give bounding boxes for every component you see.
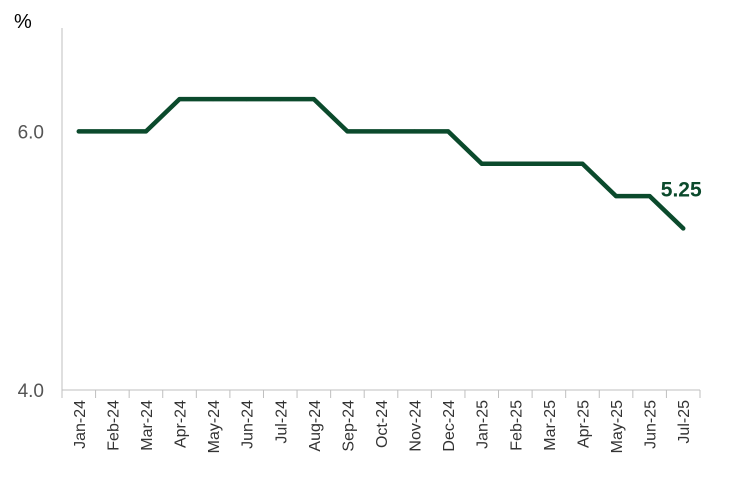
y-tick-label: 4.0 [18,381,44,402]
series-layer [76,96,686,231]
x-tick-marks [61,390,701,398]
x-tick-label: Jul-25 [676,400,693,444]
x-tick-label: Jun-24 [240,400,257,449]
data-point [513,161,518,166]
x-tick-label: Sep-24 [340,400,357,452]
data-point [479,161,484,166]
data-point [76,129,81,134]
x-tick-label: Oct-24 [374,400,391,448]
data-point [278,97,283,102]
x-tick-label: Jan-24 [72,400,89,449]
data-point [647,194,652,199]
data-point [311,97,316,102]
y-tick-labels: 4.0 6.0 [18,122,44,402]
x-tick-label: May-25 [609,400,626,453]
x-tick-label: Nov-24 [408,400,425,452]
x-tick-label: Mar-25 [542,400,559,451]
x-tick-label: Aug-24 [307,400,324,452]
data-point [412,129,417,134]
x-tick-label: Apr-24 [173,400,190,448]
x-tick-label: Mar-24 [139,400,156,451]
x-tick-label: Feb-24 [105,400,122,451]
data-point [244,97,249,102]
data-point [345,129,350,134]
data-point [614,194,619,199]
data-point [211,97,216,102]
x-tick-label: Dec-24 [441,400,458,452]
x-tick-label: Apr-25 [575,400,592,448]
series-line [76,96,686,231]
x-tick-labels: Jan-24 Feb-24 Mar-24 Apr-24 May-24 Jun-24 Jul-… [72,400,693,453]
data-point [580,161,585,166]
x-tick-label: Jan-25 [475,400,492,449]
data-point [110,129,115,134]
end-value-label: 5.25 [661,178,702,201]
data-point [446,129,451,134]
x-tick-label: Feb-25 [508,400,525,451]
x-tick-label: Jun-25 [643,400,660,449]
x-tick-label: Jul-24 [273,400,290,444]
data-point [143,129,148,134]
y-tick-label: 6.0 [18,122,44,143]
unit-label: % [14,11,32,33]
data-point [177,97,182,102]
x-tick-label: May-24 [206,400,223,453]
data-point [681,226,686,231]
data-point [379,129,383,134]
data-point [546,161,551,166]
